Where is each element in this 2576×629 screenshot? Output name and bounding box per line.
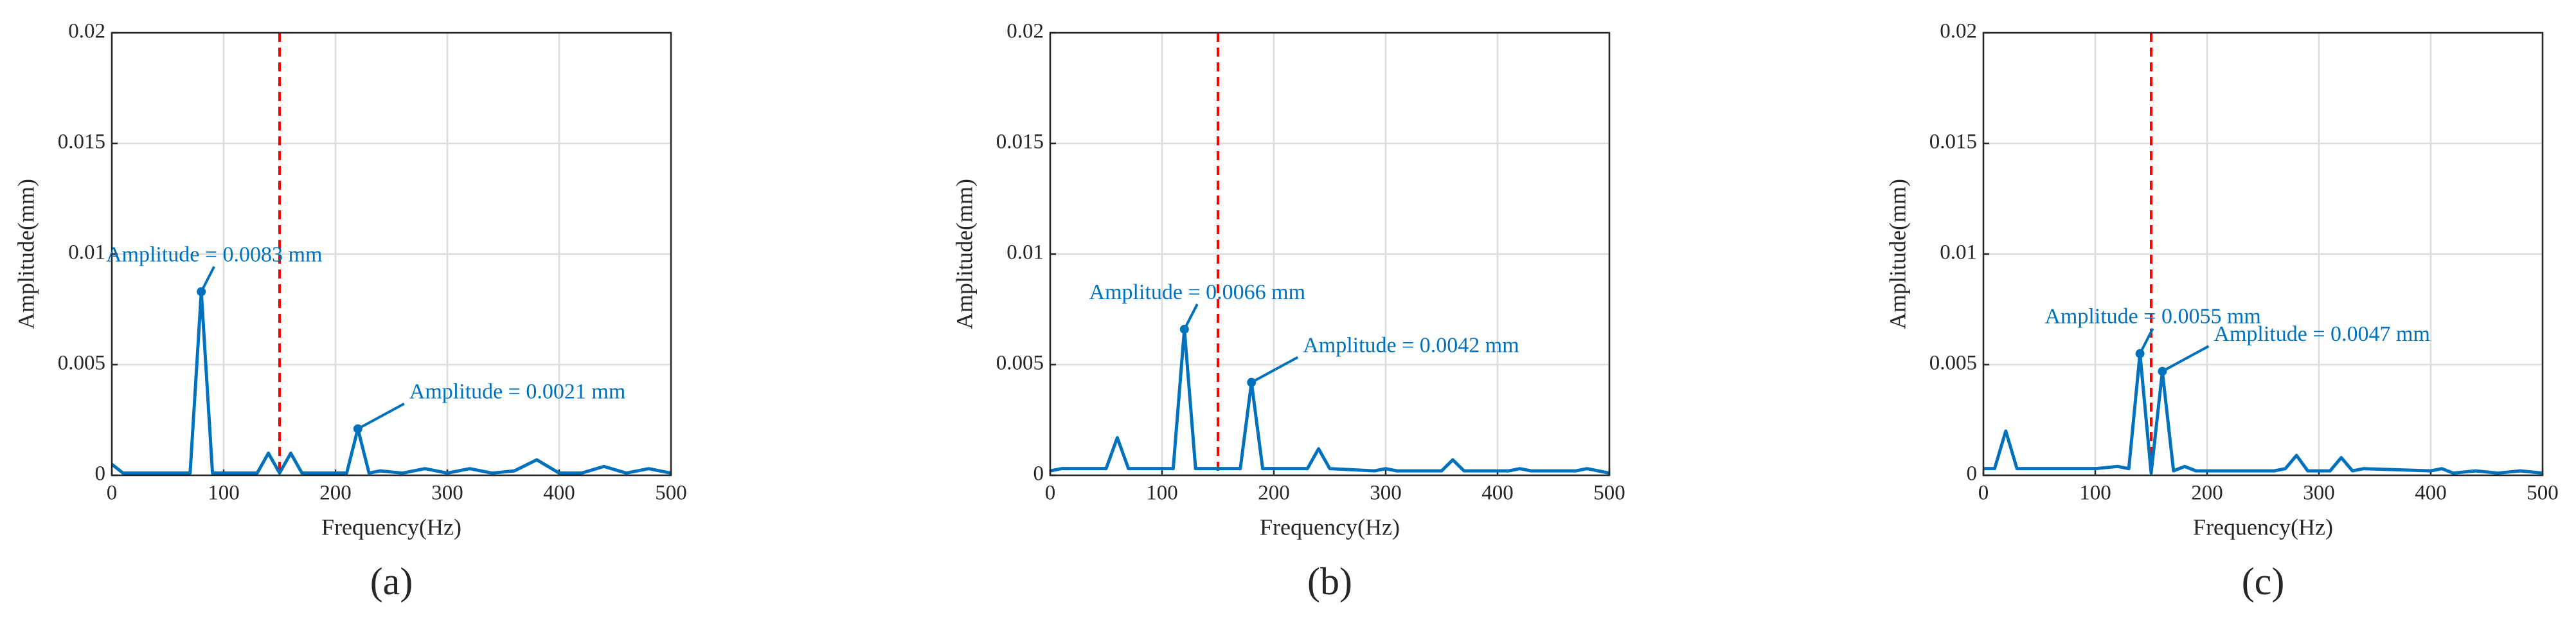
annotation-arrow	[200, 266, 215, 293]
subplot-caption: (b)	[1307, 560, 1352, 603]
subplot-caption: (a)	[370, 560, 413, 603]
subplot-caption: (c)	[2242, 560, 2285, 603]
annotation-text: Amplitude = 0.0066 mm	[1089, 280, 1306, 304]
x-tick-label: 300	[431, 482, 463, 505]
annotation-text: Amplitude = 0.0021 mm	[409, 380, 626, 404]
annotation-arrow	[1183, 304, 1199, 330]
x-tick-label: 100	[208, 482, 240, 505]
x-axis-label: Frequency(Hz)	[1260, 514, 1400, 540]
x-axis-label: Frequency(Hz)	[2193, 514, 2333, 540]
annotation-marker	[2135, 349, 2145, 358]
y-tick-label: 0.005	[58, 352, 105, 375]
y-tick-label: 0.01	[1940, 241, 1977, 264]
y-tick-label: 0.015	[996, 131, 1044, 154]
x-tick-label: 300	[1370, 482, 1402, 505]
data-line	[111, 289, 672, 475]
y-axis-label: Amplitude(mm)	[13, 179, 39, 329]
y-tick-label: 0	[1967, 462, 1978, 486]
plot-frame	[111, 32, 672, 477]
y-tick-label: 0.02	[1006, 20, 1044, 43]
y-axis-label: Amplitude(mm)	[1884, 179, 1910, 329]
annotation-marker	[1179, 324, 1189, 334]
data-line	[1050, 327, 1610, 475]
y-tick-label: 0.01	[1006, 241, 1044, 264]
x-tick-label: 400	[543, 482, 575, 505]
annotation-arrow	[357, 403, 405, 430]
x-tick-label: 500	[1593, 482, 1625, 505]
x-tick-label: 100	[2079, 482, 2111, 505]
annotation-marker	[197, 287, 206, 296]
y-axis-label: Amplitude(mm)	[951, 179, 977, 329]
annotation-marker	[353, 424, 362, 433]
y-tick-label: 0	[95, 462, 106, 486]
y-tick-label: 0.005	[1929, 352, 1977, 375]
x-tick-label: 0	[1978, 482, 1989, 505]
annotation-arrow	[1251, 356, 1299, 384]
x-tick-label: 200	[2191, 482, 2223, 505]
y-tick-label: 0.02	[68, 20, 105, 43]
x-tick-label: 500	[2527, 482, 2559, 505]
y-tick-label: 0.015	[1929, 131, 1977, 154]
y-tick-label: 0.02	[1940, 20, 1977, 43]
annotation-marker	[2158, 367, 2167, 376]
x-tick-label: 100	[1146, 482, 1178, 505]
x-tick-label: 200	[1258, 482, 1290, 505]
x-tick-label: 400	[2415, 482, 2447, 505]
x-tick-label: 400	[1481, 482, 1514, 505]
x-tick-label: 0	[107, 482, 118, 505]
annotation-arrow	[2138, 327, 2154, 354]
annotation-text: Amplitude = 0.0083 mm	[106, 242, 323, 266]
x-tick-label: 500	[655, 482, 687, 505]
annotation-marker	[1247, 378, 1257, 387]
y-tick-label: 0.015	[58, 131, 105, 154]
data-line	[1983, 352, 2543, 475]
x-tick-label: 0	[1045, 482, 1056, 505]
annotation-arrow	[2161, 345, 2210, 373]
annotation-text: Amplitude = 0.0047 mm	[2214, 322, 2430, 346]
x-tick-label: 200	[319, 482, 352, 505]
annotation-text: Amplitude = 0.0055 mm	[2044, 305, 2261, 329]
y-tick-label: 0	[1033, 462, 1044, 486]
plot-frame	[1049, 32, 1611, 477]
plot-frame	[1982, 32, 2544, 477]
y-tick-label: 0.005	[996, 352, 1044, 375]
annotation-text: Amplitude = 0.0042 mm	[1303, 333, 1519, 357]
y-tick-label: 0.01	[68, 241, 105, 264]
x-axis-label: Frequency(Hz)	[321, 514, 461, 540]
x-tick-label: 300	[2303, 482, 2335, 505]
